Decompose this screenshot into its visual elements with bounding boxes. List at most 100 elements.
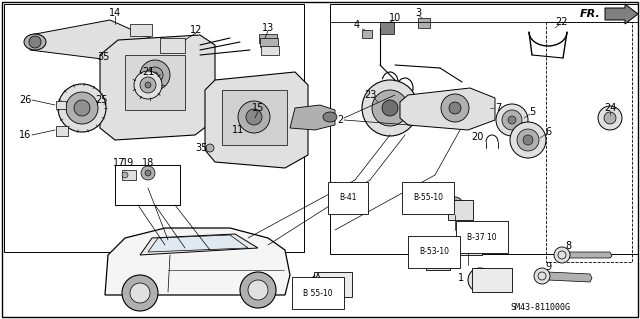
Text: 8: 8 [565, 241, 571, 251]
Polygon shape [140, 234, 258, 255]
Text: 6: 6 [545, 127, 551, 137]
Text: SM43-811000G: SM43-811000G [510, 303, 570, 313]
Circle shape [449, 102, 461, 114]
Circle shape [122, 172, 128, 178]
Polygon shape [605, 4, 638, 24]
Circle shape [106, 60, 114, 68]
Bar [130, 24, 152, 36]
Ellipse shape [24, 34, 46, 50]
Bar [259, 34, 277, 43]
Circle shape [460, 234, 476, 250]
Circle shape [426, 246, 444, 264]
Circle shape [517, 129, 539, 151]
Polygon shape [400, 88, 495, 130]
Bar [330, 4, 638, 254]
Circle shape [468, 268, 492, 292]
Text: 4: 4 [354, 20, 360, 30]
Circle shape [66, 92, 98, 124]
Circle shape [130, 283, 150, 303]
Text: 12: 12 [190, 25, 202, 35]
Circle shape [145, 170, 151, 176]
Circle shape [29, 36, 41, 48]
Bar [314, 272, 352, 297]
Circle shape [147, 67, 163, 83]
Text: 5: 5 [529, 107, 535, 117]
Polygon shape [105, 228, 290, 295]
Bar [460, 237, 482, 255]
Circle shape [523, 135, 533, 145]
Bar [472, 268, 512, 292]
Bar [261, 46, 279, 55]
Circle shape [152, 72, 158, 78]
Bar [362, 30, 372, 38]
Polygon shape [100, 35, 215, 140]
Circle shape [134, 71, 162, 99]
Circle shape [140, 60, 170, 90]
Bar [4, 4, 304, 252]
Text: 17: 17 [113, 158, 125, 168]
Text: B-37 10: B-37 10 [467, 233, 497, 241]
Polygon shape [568, 252, 612, 258]
Text: 10: 10 [389, 13, 401, 23]
Text: B-41: B-41 [333, 194, 356, 203]
Circle shape [206, 144, 214, 152]
Text: B 55-10: B 55-10 [303, 274, 333, 298]
Bar [56, 126, 68, 136]
Text: 21: 21 [142, 67, 154, 77]
Polygon shape [30, 20, 150, 60]
Circle shape [372, 90, 408, 126]
Circle shape [554, 247, 570, 263]
Circle shape [238, 101, 270, 133]
Circle shape [502, 110, 522, 130]
Text: 20: 20 [472, 132, 484, 142]
Circle shape [58, 84, 106, 132]
Circle shape [473, 273, 487, 287]
Bar [56, 101, 66, 109]
Text: B-55-10: B-55-10 [412, 194, 443, 203]
Bar [222, 90, 287, 145]
Circle shape [534, 268, 550, 284]
Text: 1: 1 [458, 273, 464, 283]
Circle shape [122, 275, 158, 311]
Bar [546, 22, 632, 262]
Text: 9: 9 [545, 262, 551, 272]
Circle shape [441, 94, 469, 122]
Text: 3: 3 [415, 8, 421, 18]
Circle shape [604, 112, 616, 124]
Bar [260, 38, 278, 47]
Polygon shape [148, 235, 248, 252]
Circle shape [315, 278, 329, 292]
Circle shape [145, 82, 151, 88]
Circle shape [382, 100, 398, 116]
Text: 14: 14 [109, 8, 121, 18]
Bar [115, 165, 180, 205]
Circle shape [510, 122, 546, 158]
Circle shape [451, 201, 459, 209]
Text: 11: 11 [232, 125, 244, 135]
Circle shape [248, 280, 268, 300]
Bar [418, 18, 430, 28]
Text: 16: 16 [19, 130, 31, 140]
Polygon shape [290, 105, 335, 130]
Circle shape [140, 77, 156, 93]
Circle shape [362, 80, 418, 136]
Text: 18: 18 [142, 158, 154, 168]
Circle shape [310, 273, 334, 297]
Ellipse shape [323, 112, 337, 122]
Circle shape [141, 166, 155, 180]
Bar [380, 22, 394, 34]
Text: 22: 22 [556, 17, 568, 27]
Circle shape [496, 104, 528, 136]
Circle shape [598, 106, 622, 130]
Text: B-53-10: B-53-10 [419, 241, 449, 256]
Text: 35: 35 [196, 143, 208, 153]
Bar [426, 250, 450, 270]
Polygon shape [205, 72, 308, 168]
Circle shape [74, 100, 90, 116]
Text: 23: 23 [364, 90, 376, 100]
Bar [160, 38, 185, 53]
Bar [122, 170, 136, 180]
Text: 25: 25 [96, 95, 108, 105]
Bar [125, 55, 185, 110]
Circle shape [508, 116, 516, 124]
